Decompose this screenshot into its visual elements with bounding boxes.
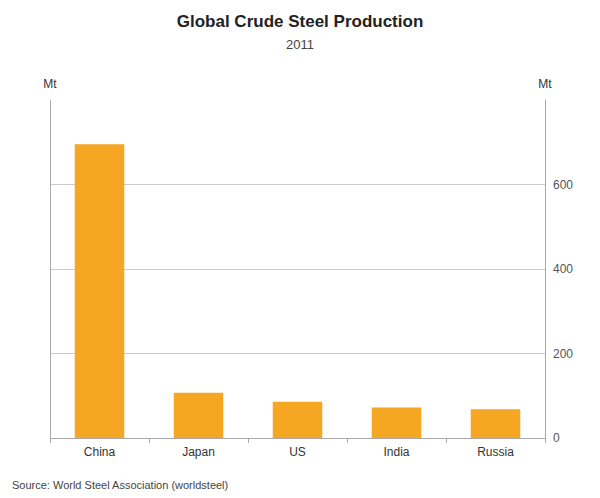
svg-text:China: China <box>84 445 116 459</box>
svg-text:Mt: Mt <box>538 77 552 91</box>
svg-text:India: India <box>383 445 409 459</box>
svg-text:0: 0 <box>553 431 560 445</box>
svg-text:Russia: Russia <box>477 445 514 459</box>
svg-text:Mt: Mt <box>43 77 57 91</box>
svg-text:Japan: Japan <box>182 445 215 459</box>
svg-text:600: 600 <box>553 178 573 192</box>
svg-text:2011: 2011 <box>286 37 314 52</box>
svg-text:400: 400 <box>553 262 573 276</box>
svg-text:200: 200 <box>553 347 573 361</box>
svg-text:US: US <box>289 445 306 459</box>
svg-text:Source: World Steel Associatio: Source: World Steel Association (worldst… <box>12 479 228 491</box>
svg-text:Global Crude Steel Production: Global Crude Steel Production <box>177 12 424 31</box>
